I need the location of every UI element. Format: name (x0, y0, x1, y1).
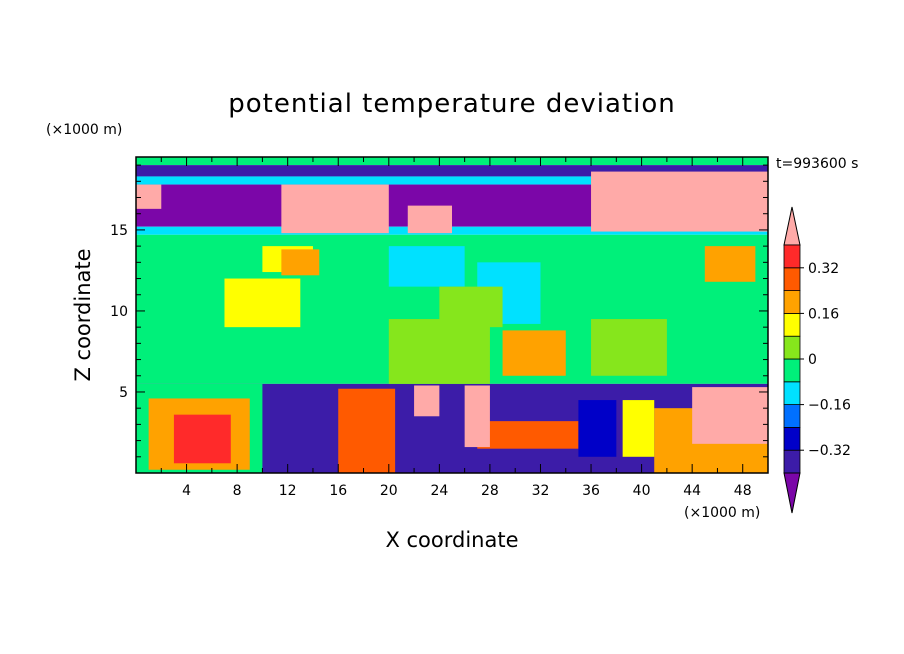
contour-region-9 (136, 184, 162, 209)
colorbar: 0.32 0.16 0 −0.16 −0.32 (783, 206, 851, 514)
contour-region-29 (622, 400, 655, 457)
x-unit-label: (×1000 m) (684, 505, 760, 521)
x-tick-label: 12 (279, 483, 297, 499)
contour-region-1 (136, 165, 768, 177)
x-tick-label: 8 (233, 483, 242, 499)
contour-region-16 (224, 278, 301, 328)
colorbar-label: −0.32 (808, 443, 851, 459)
colorbar-label: 0.16 (808, 306, 839, 322)
x-tick-label: 4 (182, 483, 191, 499)
plot-frame (135, 156, 769, 474)
colorbar-band (783, 312, 801, 337)
colorbar-label: 0.32 (808, 261, 839, 277)
colorbar-label: 0 (808, 352, 817, 368)
x-tick-label: 20 (380, 483, 398, 499)
contour-region-23 (173, 414, 231, 464)
x-axis-title: X coordinate (385, 528, 518, 552)
colorbar-band (783, 244, 801, 269)
y-unit-label: (×1000 m) (46, 122, 122, 138)
contour-region-0 (136, 157, 768, 166)
time-label: t=993600 s (776, 156, 858, 172)
contour-region-7 (281, 184, 389, 234)
colorbar-label: −0.16 (808, 398, 851, 414)
contour-region-12 (281, 249, 320, 276)
x-tick-label: 32 (532, 483, 550, 499)
colorbar-band (783, 335, 801, 360)
contour-region-18 (502, 330, 566, 376)
chart-title: potential temperature deviation (228, 89, 675, 119)
x-tick-label: 16 (329, 483, 347, 499)
contour-region-13 (704, 246, 756, 282)
colorbar-band (783, 404, 801, 428)
colorbar-band (783, 381, 801, 405)
colorbar-bottom-arrow (783, 472, 801, 514)
contour-region-8 (591, 171, 768, 232)
contour-region-14 (388, 246, 465, 287)
x-tick-label: 36 (582, 483, 600, 499)
contour-region-28 (578, 400, 617, 457)
contour-region-31 (414, 385, 440, 417)
y-tick-label: 5 (119, 385, 128, 401)
colorbar-band (783, 358, 801, 383)
contour-region-25 (477, 421, 579, 449)
contour-region-19 (388, 319, 490, 384)
x-tick-label: 24 (430, 483, 448, 499)
colorbar-top-arrow (783, 206, 801, 246)
x-tick-label: 48 (734, 483, 752, 499)
y-tick-label: 10 (110, 304, 128, 320)
x-axis: 4 8 12 16 20 24 28 32 36 40 44 48 (160, 157, 752, 499)
x-tick-label: 44 (683, 483, 701, 499)
contour-region-2 (136, 176, 768, 185)
colorbar-band (783, 267, 801, 291)
contour-field (136, 157, 768, 473)
contour-region-30 (464, 385, 490, 448)
contour-region-24 (338, 388, 396, 473)
contour-region-27 (692, 387, 768, 444)
y-axis-title: Z coordinate (71, 248, 95, 381)
y-axis: 5 10 15 (110, 164, 768, 458)
contour-region-20 (591, 319, 667, 376)
colorbar-band (783, 290, 801, 314)
contour-region-10 (407, 205, 452, 234)
colorbar-band (783, 449, 801, 474)
y-tick-label: 15 (110, 223, 128, 239)
x-tick-label: 28 (481, 483, 499, 499)
colorbar-band (783, 426, 801, 451)
x-tick-label: 40 (633, 483, 651, 499)
